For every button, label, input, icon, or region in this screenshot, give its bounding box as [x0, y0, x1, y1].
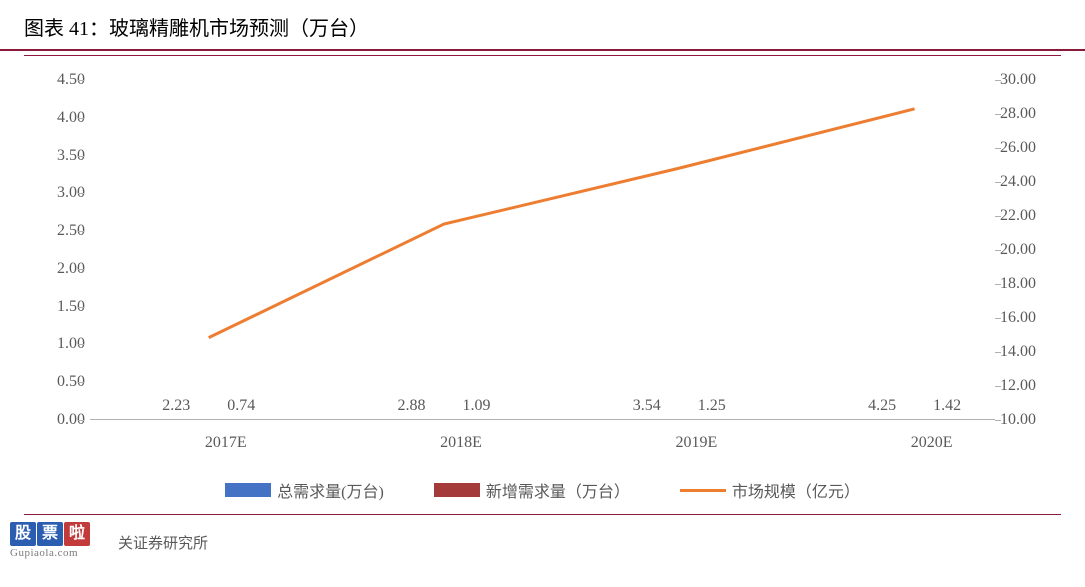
- right-tick: 10.00: [1000, 412, 1055, 428]
- chart-header: 图表 41：玻璃精雕机市场预测（万台）: [0, 0, 1085, 51]
- right-tick: 28.00: [1000, 106, 1055, 122]
- footer: 股票啦 Gupiaola.com 关证券研究所: [0, 515, 1085, 563]
- y-axis-right: 30.0028.0026.0024.0022.0020.0018.0016.00…: [1000, 80, 1055, 420]
- legend-line-swatch: [680, 489, 726, 492]
- left-tick: 4.00: [30, 110, 85, 126]
- watermark-char: 票: [37, 522, 63, 546]
- legend-item: 总需求量(万台): [225, 478, 384, 502]
- bar-value-label: 1.42: [927, 397, 967, 415]
- watermark-url: Gupiaola.com: [10, 548, 78, 559]
- x-category-label: 2018E: [362, 434, 561, 452]
- legend-swatch: [225, 483, 271, 497]
- legend-swatch: [434, 483, 480, 497]
- left-tick: 1.50: [30, 299, 85, 315]
- source-text: 关证券研究所: [118, 532, 208, 553]
- left-tick: 0.00: [30, 412, 85, 428]
- bar-value-label: 1.25: [692, 397, 732, 415]
- line-series-svg: [90, 80, 995, 419]
- left-tick: 3.00: [30, 185, 85, 201]
- right-tick: 26.00: [1000, 140, 1055, 156]
- bar-value-label: 4.25: [862, 397, 902, 415]
- x-category-label: 2020E: [832, 434, 1031, 452]
- bar-value-label: 3.54: [627, 397, 667, 415]
- left-tick: 0.50: [30, 374, 85, 390]
- chart-title: 图表 41：玻璃精雕机市场预测（万台）: [24, 18, 369, 40]
- left-tick: 2.50: [30, 223, 85, 239]
- y-axis-left: 4.504.003.503.002.502.001.501.000.500.00: [30, 80, 85, 420]
- header-rule: [24, 55, 1061, 56]
- right-tick: 14.00: [1000, 344, 1055, 360]
- left-tick: 1.00: [30, 336, 85, 352]
- x-category-label: 2019E: [597, 434, 796, 452]
- bar-value-label: 1.09: [457, 397, 497, 415]
- chart-area: 4.504.003.503.002.502.001.501.000.500.00…: [30, 80, 1055, 460]
- line-series: [209, 109, 915, 338]
- watermark-char: 股: [10, 522, 36, 546]
- right-tick: 24.00: [1000, 174, 1055, 190]
- right-tick: 12.00: [1000, 378, 1055, 394]
- watermark: 股票啦 Gupiaola.com: [10, 522, 91, 559]
- right-tick: 16.00: [1000, 310, 1055, 326]
- legend-item: 市场规模（亿元）: [680, 478, 860, 502]
- legend-label: 新增需求量（万台）: [486, 478, 630, 502]
- right-tick: 18.00: [1000, 276, 1055, 292]
- bar-value-label: 2.23: [156, 397, 196, 415]
- legend-label: 市场规模（亿元）: [732, 478, 860, 502]
- legend-item: 新增需求量（万台）: [434, 478, 630, 502]
- bar-value-label: 2.88: [392, 397, 432, 415]
- right-tick: 22.00: [1000, 208, 1055, 224]
- left-tick: 3.50: [30, 148, 85, 164]
- watermark-char: 啦: [64, 522, 90, 546]
- left-tick: 4.50: [30, 72, 85, 88]
- x-category-label: 2017E: [126, 434, 325, 452]
- legend: 总需求量(万台) 新增需求量（万台） 市场规模（亿元）: [0, 478, 1085, 502]
- plot-region: 2.23 0.74 2.88 1.09 3.54 1.25 4.25 1.42: [90, 80, 995, 420]
- left-tick: 2.00: [30, 261, 85, 277]
- bar-value-label: 0.74: [221, 397, 261, 415]
- x-axis-labels: 2017E2018E2019E2020E: [90, 424, 995, 460]
- legend-label: 总需求量(万台): [277, 478, 384, 502]
- right-tick: 20.00: [1000, 242, 1055, 258]
- right-tick: 30.00: [1000, 72, 1055, 88]
